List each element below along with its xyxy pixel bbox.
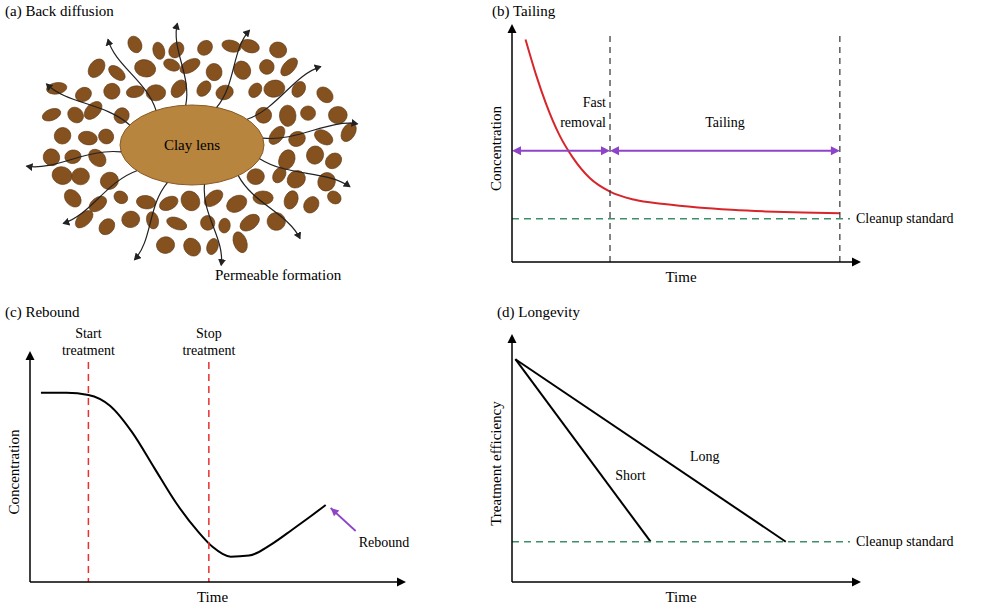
html-text:(a) Back diffusion: (a) Back diffusion (5, 3, 114, 19)
svg-text:Treatment efficiency: Treatment efficiency (488, 401, 504, 526)
svg-text:treatment: treatment (62, 343, 115, 358)
svg-text:Time: Time (197, 589, 228, 605)
svg-text:treatment: treatment (182, 343, 235, 358)
svg-text:Permeable formation: Permeable formation (215, 267, 342, 283)
html-text:(b) Tailing: (b) Tailing (492, 3, 556, 19)
svg-text:Cleanup standard: Cleanup standard (856, 534, 954, 549)
svg-text:Concentration: Concentration (6, 429, 22, 514)
html-text:(c) Rebound: (c) Rebound (5, 304, 80, 320)
html-text:(d) Longevity: (d) Longevity (497, 304, 580, 320)
svg-text:Short: Short (615, 468, 645, 483)
svg-text:Clay lens: Clay lens (164, 137, 220, 153)
svg-text:Time: Time (665, 589, 696, 605)
svg-text:Concentration: Concentration (488, 106, 504, 191)
svg-text:Tailing: Tailing (705, 115, 744, 130)
svg-text:Start: Start (75, 326, 102, 341)
svg-text:Cleanup standard: Cleanup standard (856, 211, 954, 226)
svg-text:Stop: Stop (196, 326, 222, 341)
svg-text:Long: Long (690, 449, 720, 464)
svg-text:Fast: Fast (583, 95, 606, 110)
svg-text:Time: Time (665, 269, 696, 285)
svg-text:Rebound: Rebound (359, 535, 410, 550)
svg-text:removal: removal (560, 115, 606, 130)
